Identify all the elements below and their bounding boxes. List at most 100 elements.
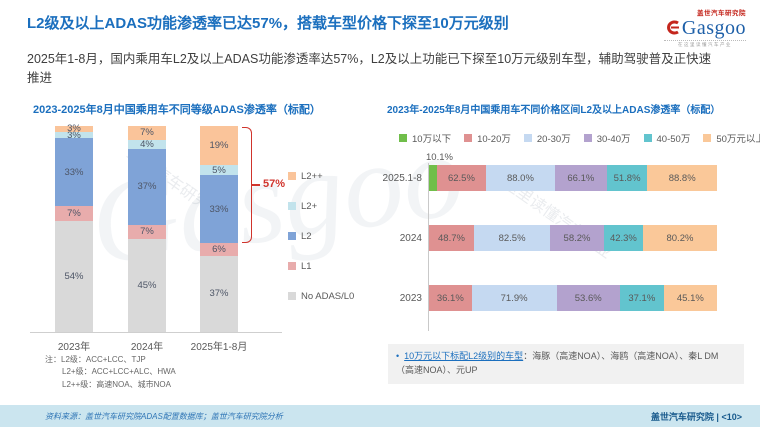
footer-source-text: 资料来源：盖世汽车研究院ADAS配置数据库；盖世汽车研究院分析 bbox=[45, 411, 283, 421]
legend-item: 50万元以上 bbox=[703, 133, 760, 145]
stacked-bar: 48.7% 82.5% 58.2% 42.3% 80.2% bbox=[429, 225, 717, 251]
logo-brand-text: Gasgoo bbox=[681, 16, 746, 39]
stacked-bar: 36.1% 71.9% 53.6% 37.1% 45.1% bbox=[429, 285, 717, 311]
bar-segment-label: 82.5% bbox=[498, 232, 526, 244]
bar-segment-label: 88.0% bbox=[506, 172, 534, 184]
left-chart-plot: 3% 3% 33% 7% 54% 7% 4% 37% 7% 45% 19% 5% 33% 6% 37% bbox=[30, 123, 282, 332]
note-lead-text: 10万元以下标配L2级别的车型 bbox=[404, 351, 524, 361]
bar-segment-label: 54% bbox=[64, 270, 84, 282]
bar-segment: 48.7% bbox=[429, 225, 474, 251]
slide-subtitle: 2025年1-8月，国内乘用车L2及以上ADAS功能渗透率达57%，L2及以上功… bbox=[27, 52, 712, 86]
bar-segment: 80.2% bbox=[642, 225, 717, 251]
legend-swatch-icon bbox=[288, 292, 296, 300]
right-chart-y-axis bbox=[428, 163, 429, 331]
y-axis-label: 2025.1-8 bbox=[382, 172, 422, 184]
note-body-text: ：海豚（高速NOA）、海鸥（高速NOA）、秦L DM（高速NOA）、元UP bbox=[396, 351, 719, 375]
bar-segment: 37% bbox=[200, 255, 238, 332]
bar-segment: 37.1% bbox=[619, 285, 664, 311]
bar-segment-label: 88.8% bbox=[668, 172, 696, 184]
bar-segment-label: 37.1% bbox=[628, 292, 656, 304]
footnote-line: 注：L2级：ACC+LCC、TJP bbox=[45, 355, 146, 364]
bar-segment: 19% bbox=[200, 126, 238, 166]
bar-segment-label: 71.9% bbox=[500, 292, 528, 304]
bar-segment: 7% bbox=[128, 224, 166, 240]
bar-segment: 3% bbox=[55, 123, 93, 135]
legend-label: 10-20万 bbox=[477, 134, 511, 145]
legend-swatch-icon bbox=[288, 232, 296, 240]
bar-segment: 37% bbox=[128, 148, 166, 225]
bar-segment-label: 7% bbox=[140, 127, 154, 139]
legend-item: 10万以下 bbox=[399, 133, 452, 145]
chart-row: 2024 48.7% 82.5% 58.2% 42.3% 80.2% bbox=[374, 225, 744, 251]
legend-swatch-icon bbox=[464, 134, 473, 142]
bar-segment-label: 4% bbox=[140, 138, 154, 150]
bar-segment: 45.1% bbox=[663, 285, 717, 311]
legend-label: 50万元以上 bbox=[716, 134, 760, 145]
gasgoo-logo: 盖世汽车研究院 Gasgoo 在这里读懂汽车产业 bbox=[664, 7, 746, 48]
left-chart-x-axis bbox=[30, 332, 282, 333]
bar-segment: 54% bbox=[55, 220, 93, 332]
bar-segment: 71.9% bbox=[471, 285, 557, 311]
stacked-bar: 7% 4% 37% 7% 45% bbox=[128, 126, 166, 332]
annotation-bracket bbox=[242, 127, 252, 243]
footer-bar: 资料来源：盖世汽车研究院ADAS配置数据库；盖世汽车研究院分析 盖世汽车研究院 … bbox=[0, 405, 760, 427]
bar-segment: 58.2% bbox=[550, 225, 604, 251]
legend-item: L2++ bbox=[288, 170, 354, 182]
bar-callout-label: 10.1% bbox=[426, 152, 453, 163]
legend-label: No ADAS/L0 bbox=[301, 290, 355, 302]
left-chart-legend: L2++ L2+ L2 L1 No ADAS/L0 bbox=[288, 171, 354, 321]
bar-segment-label: 53.6% bbox=[574, 292, 602, 304]
bar-segment: 88.8% bbox=[647, 165, 717, 191]
bar-segment: 36.1% bbox=[429, 285, 472, 311]
legend-item: 40-50万 bbox=[643, 133, 690, 145]
bar-segment-label: 7% bbox=[67, 207, 81, 219]
bar-segment-label: 58.2% bbox=[563, 232, 591, 244]
legend-label: L2+ bbox=[301, 200, 318, 212]
right-chart-legend: 10万以下 10-20万 20-30万 30-40万 40-50万 50万元以上 bbox=[399, 133, 760, 145]
bar-segment-label: 42.3% bbox=[609, 232, 637, 244]
legend-item: L2 bbox=[288, 231, 354, 242]
legend-label: L1 bbox=[301, 260, 312, 272]
footer-org-page: 盖世汽车研究院 | <10> bbox=[651, 410, 742, 423]
bar-segment: 6% bbox=[200, 243, 238, 256]
bar-segment-label: 5% bbox=[212, 164, 226, 176]
logo-tagline: 在这里读懂汽车产业 bbox=[664, 40, 746, 48]
legend-swatch-icon bbox=[643, 134, 652, 142]
bar-segment: 53.6% bbox=[556, 285, 620, 311]
left-chart-title: 2023-2025年8月中国乘用车不同等级ADAS渗透率（标配） bbox=[33, 104, 321, 116]
bar-segment-label: 37% bbox=[209, 288, 229, 300]
bar-segment-label: 66.1% bbox=[567, 172, 595, 184]
x-axis-label: 2024年 bbox=[130, 342, 164, 353]
note-bullet-icon: • bbox=[396, 351, 400, 361]
bar-segment: 82.5% bbox=[473, 225, 551, 251]
annotation-bracket-tick bbox=[252, 184, 260, 186]
legend-swatch-icon bbox=[703, 134, 712, 142]
annotation-label: 57% bbox=[263, 178, 286, 190]
legend-swatch-icon bbox=[523, 134, 532, 142]
bar-segment-label: 3% bbox=[67, 123, 81, 135]
footnote-line: L2+级：ACC+LCC+ALC、HWA bbox=[62, 367, 176, 377]
bar-segment: 88.0% bbox=[485, 165, 555, 191]
bar-segment: 7% bbox=[55, 206, 93, 221]
stacked-bar: 3% 3% 33% 7% 54% bbox=[55, 123, 93, 332]
bar-segment: 62.5% bbox=[436, 165, 486, 191]
bar-segment-label: 62.5% bbox=[447, 172, 475, 184]
legend-item: L2+ bbox=[288, 200, 354, 212]
footnote-line: L2++级：高速NOA、城市NOA bbox=[62, 379, 171, 389]
footer-page-number: <10> bbox=[721, 411, 742, 422]
right-chart-plot: 2025.1-8 10.1% 62.5% 88.0% 66.1% 51.8% 88.8% 20… bbox=[374, 152, 744, 345]
bar-segment-label: 7% bbox=[140, 226, 154, 238]
bar-segment-label: 33% bbox=[209, 203, 229, 215]
legend-label: 10万以下 bbox=[412, 134, 452, 145]
footer-divider: | bbox=[716, 411, 719, 422]
bar-segment: 33% bbox=[55, 138, 93, 207]
bar-segment: 4% bbox=[128, 138, 166, 150]
legend-label: L2++ bbox=[301, 170, 323, 182]
legend-swatch-icon bbox=[288, 172, 296, 180]
footer-org: 盖世汽车研究院 bbox=[650, 411, 714, 422]
legend-swatch-icon bbox=[288, 262, 296, 270]
x-axis-label: 2025年1-8月 bbox=[190, 342, 248, 353]
bar-segment-label: 36.1% bbox=[436, 292, 464, 304]
bar-segment: 66.1% bbox=[554, 165, 607, 191]
